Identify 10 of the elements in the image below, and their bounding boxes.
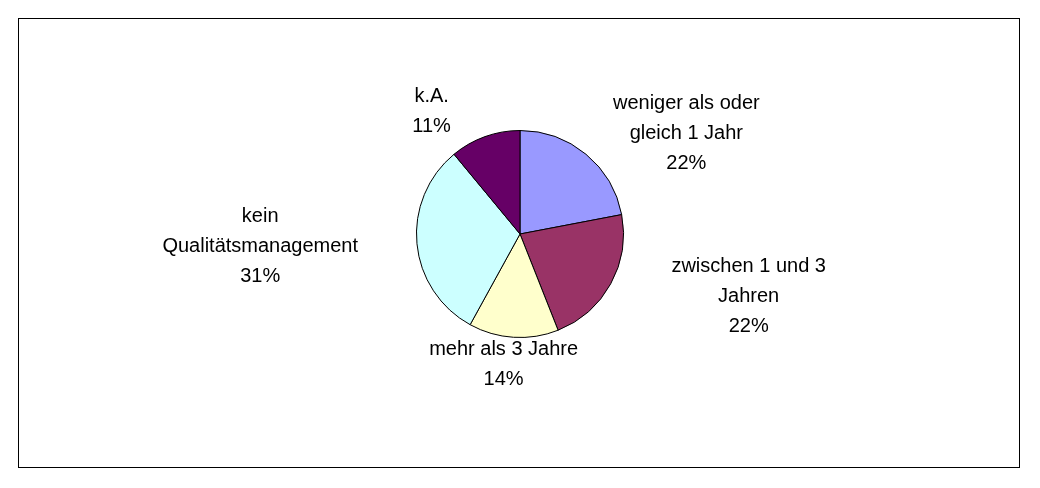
data-label: 22% — [666, 150, 707, 173]
data-label: 31% — [240, 263, 281, 286]
slice-label: k.A. — [414, 83, 449, 106]
data-label: 11% — [412, 113, 452, 136]
slice-label: mehr als 3 Jahre — [429, 336, 579, 359]
slice-label: zwischen 1 und 3 Jahren — [671, 254, 826, 307]
data-label: 14% — [483, 366, 524, 389]
data-label: 22% — [728, 314, 769, 337]
slice-label: kein Qualitätsmanagement — [162, 203, 359, 256]
slice-label: weniger als oder gleich 1 Jahr — [611, 90, 761, 143]
